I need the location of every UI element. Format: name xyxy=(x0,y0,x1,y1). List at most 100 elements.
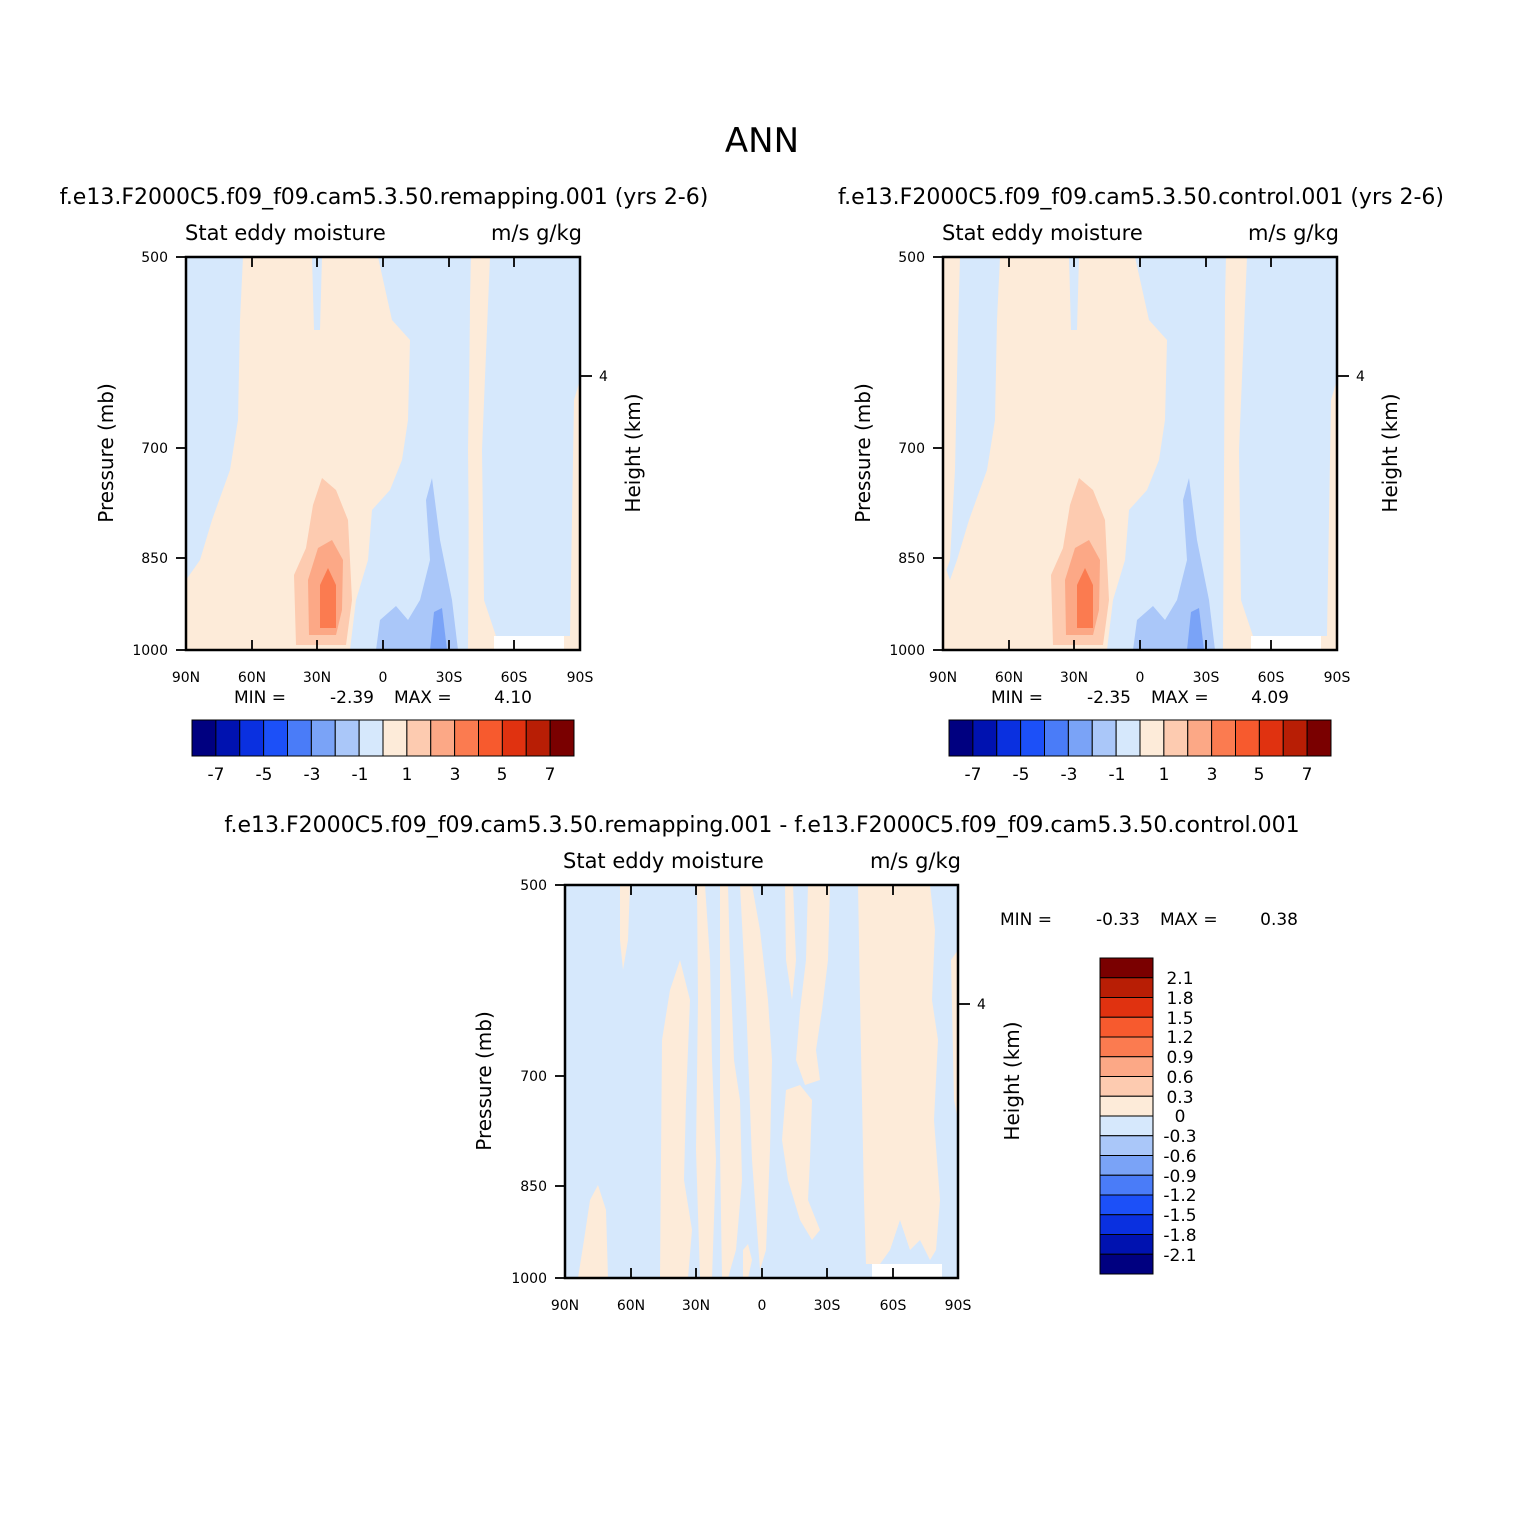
colorbar-swatch xyxy=(406,719,432,757)
x-axis-ticks xyxy=(942,257,1338,650)
colorbar-swatch xyxy=(972,719,998,757)
colorbar-swatch xyxy=(1099,1214,1154,1235)
y-axis-label: Pressure (mb) xyxy=(94,383,118,523)
min-value: -2.39 xyxy=(330,688,374,708)
min-label: MIN = xyxy=(1000,910,1052,930)
contour-neg-region xyxy=(1069,257,1079,330)
y-tick-label: 500 xyxy=(520,878,547,894)
colorbar-swatch xyxy=(1258,719,1284,757)
colorbar-label: -2.1 xyxy=(1163,1246,1196,1266)
colorbar-label: 5 xyxy=(497,765,508,785)
colorbar-swatch xyxy=(1306,719,1332,757)
x-tick-label: 60S xyxy=(1258,670,1285,686)
panel-remapping: f.e13.F2000C5.f09_f09.cam5.3.50.remappin… xyxy=(60,185,709,785)
colorbar-swatch xyxy=(1099,1076,1154,1097)
colorbar-label: 3 xyxy=(1207,765,1218,785)
y-tick-label: 700 xyxy=(898,441,925,457)
colorbar-label: 0 xyxy=(1175,1107,1186,1127)
y-axis-ticks xyxy=(176,256,592,651)
colorbar-label: 7 xyxy=(1302,765,1313,785)
colorbar-label: 1.2 xyxy=(1166,1028,1193,1048)
contour-pos-region xyxy=(660,960,692,1278)
y-tick-label: 850 xyxy=(141,551,168,567)
colorbar-label: -1 xyxy=(352,765,369,785)
contour-pos-region xyxy=(740,885,772,1270)
colorbar-swatch xyxy=(382,719,408,757)
masked-region xyxy=(1251,636,1321,650)
contour-neg-region xyxy=(1133,478,1215,650)
colorbar-swatch xyxy=(1099,1115,1154,1137)
colorbar-labels: 2.1 1.8 1.5 1.2 0.9 0.6 0.3 0 -0.3 -0.6 … xyxy=(1163,969,1196,1266)
colorbar-label: -5 xyxy=(1013,765,1030,785)
colorbar-label: -0.9 xyxy=(1163,1167,1196,1187)
colorbar-swatch xyxy=(1163,719,1189,757)
y-tick-label: 1000 xyxy=(511,1271,547,1287)
colorbar-label: -1.5 xyxy=(1163,1206,1196,1226)
y-axis-label: Pressure (mb) xyxy=(851,383,875,523)
y-right-axis-label: Height (km) xyxy=(1000,1021,1024,1140)
colorbar-swatch xyxy=(1099,957,1154,979)
contour-pos-region xyxy=(943,257,960,580)
x-tick-label: 90S xyxy=(1324,670,1351,686)
contour-pos-region xyxy=(620,885,630,970)
max-label: MAX = xyxy=(1151,688,1209,708)
x-tick-label: 60N xyxy=(995,670,1023,686)
colorbar xyxy=(191,719,575,757)
colorbar-label: -1.2 xyxy=(1163,1186,1196,1206)
colorbar-swatch xyxy=(1187,719,1213,757)
x-tick-label: 30S xyxy=(814,1298,841,1314)
contour-pos-region xyxy=(468,257,494,650)
colorbar-label: 1.8 xyxy=(1166,989,1193,1009)
contour-neg-region xyxy=(1239,257,1337,636)
colorbar-swatch xyxy=(1099,1253,1154,1275)
colorbar-swatch xyxy=(1099,997,1154,1018)
colorbar-swatch xyxy=(549,719,575,757)
colorbar-swatch xyxy=(263,719,288,757)
y-tick-label: 500 xyxy=(898,250,925,266)
panel-difference: f.e13.F2000C5.f09_f09.cam5.3.50.remappin… xyxy=(224,813,1299,1314)
x-tick-label: 0 xyxy=(1136,670,1145,686)
x-tick-label: 30S xyxy=(1193,670,1220,686)
colorbar-swatch xyxy=(287,719,312,757)
colorbar-label: 1 xyxy=(402,765,413,785)
max-value: 4.09 xyxy=(1251,688,1289,708)
colorbar-swatch xyxy=(1044,719,1069,757)
x-tick-labels: 90N 60N 30N 0 30S 60S 90S xyxy=(929,670,1351,686)
contour-neg-region xyxy=(376,478,458,650)
min-value: -0.33 xyxy=(1096,910,1140,930)
max-value: 0.38 xyxy=(1260,910,1298,930)
colorbar-swatch xyxy=(1099,1095,1154,1117)
colorbar-label: 1.5 xyxy=(1166,1009,1193,1029)
colorbar-label: 0.3 xyxy=(1166,1088,1193,1108)
contour-pos-region xyxy=(785,885,796,1000)
colorbar-swatch xyxy=(501,719,527,757)
x-tick-label: 30N xyxy=(303,670,331,686)
colorbar-swatch xyxy=(1099,1234,1154,1255)
colorbar-label: 1 xyxy=(1159,765,1170,785)
contour-pos-region xyxy=(720,885,742,1278)
y-axis-ticks xyxy=(933,256,1349,651)
colorbar-swatch xyxy=(1235,719,1260,757)
colorbar-label: 5 xyxy=(1254,765,1265,785)
y-tick-label: 1000 xyxy=(132,643,168,659)
x-tick-label: 30S xyxy=(436,670,463,686)
x-tick-label: 60N xyxy=(238,670,266,686)
contour-pos-region xyxy=(858,885,940,1264)
colorbar-swatch xyxy=(1115,719,1141,757)
colorbar-label: 0.6 xyxy=(1166,1068,1193,1088)
min-label: MIN = xyxy=(234,688,286,708)
contour-pos-region xyxy=(796,885,830,1085)
y-tick-labels: 500 700 850 1000 4 xyxy=(889,250,1365,659)
y-tick-label: 850 xyxy=(898,551,925,567)
right-title: m/s g/kg xyxy=(1248,221,1339,245)
colorbar-labels: -7 -5 -3 -1 1 3 5 7 xyxy=(965,765,1313,785)
colorbar-label: -1 xyxy=(1109,765,1126,785)
colorbar-swatch xyxy=(191,719,217,757)
colorbar-swatch xyxy=(478,719,503,757)
x-tick-labels: 90N 60N 30N 0 30S 60S 90S xyxy=(551,1298,972,1314)
x-tick-label: 0 xyxy=(758,1298,767,1314)
masked-region xyxy=(494,636,564,650)
colorbar-swatch xyxy=(1099,1016,1154,1038)
contour-pos-region xyxy=(1077,568,1093,628)
